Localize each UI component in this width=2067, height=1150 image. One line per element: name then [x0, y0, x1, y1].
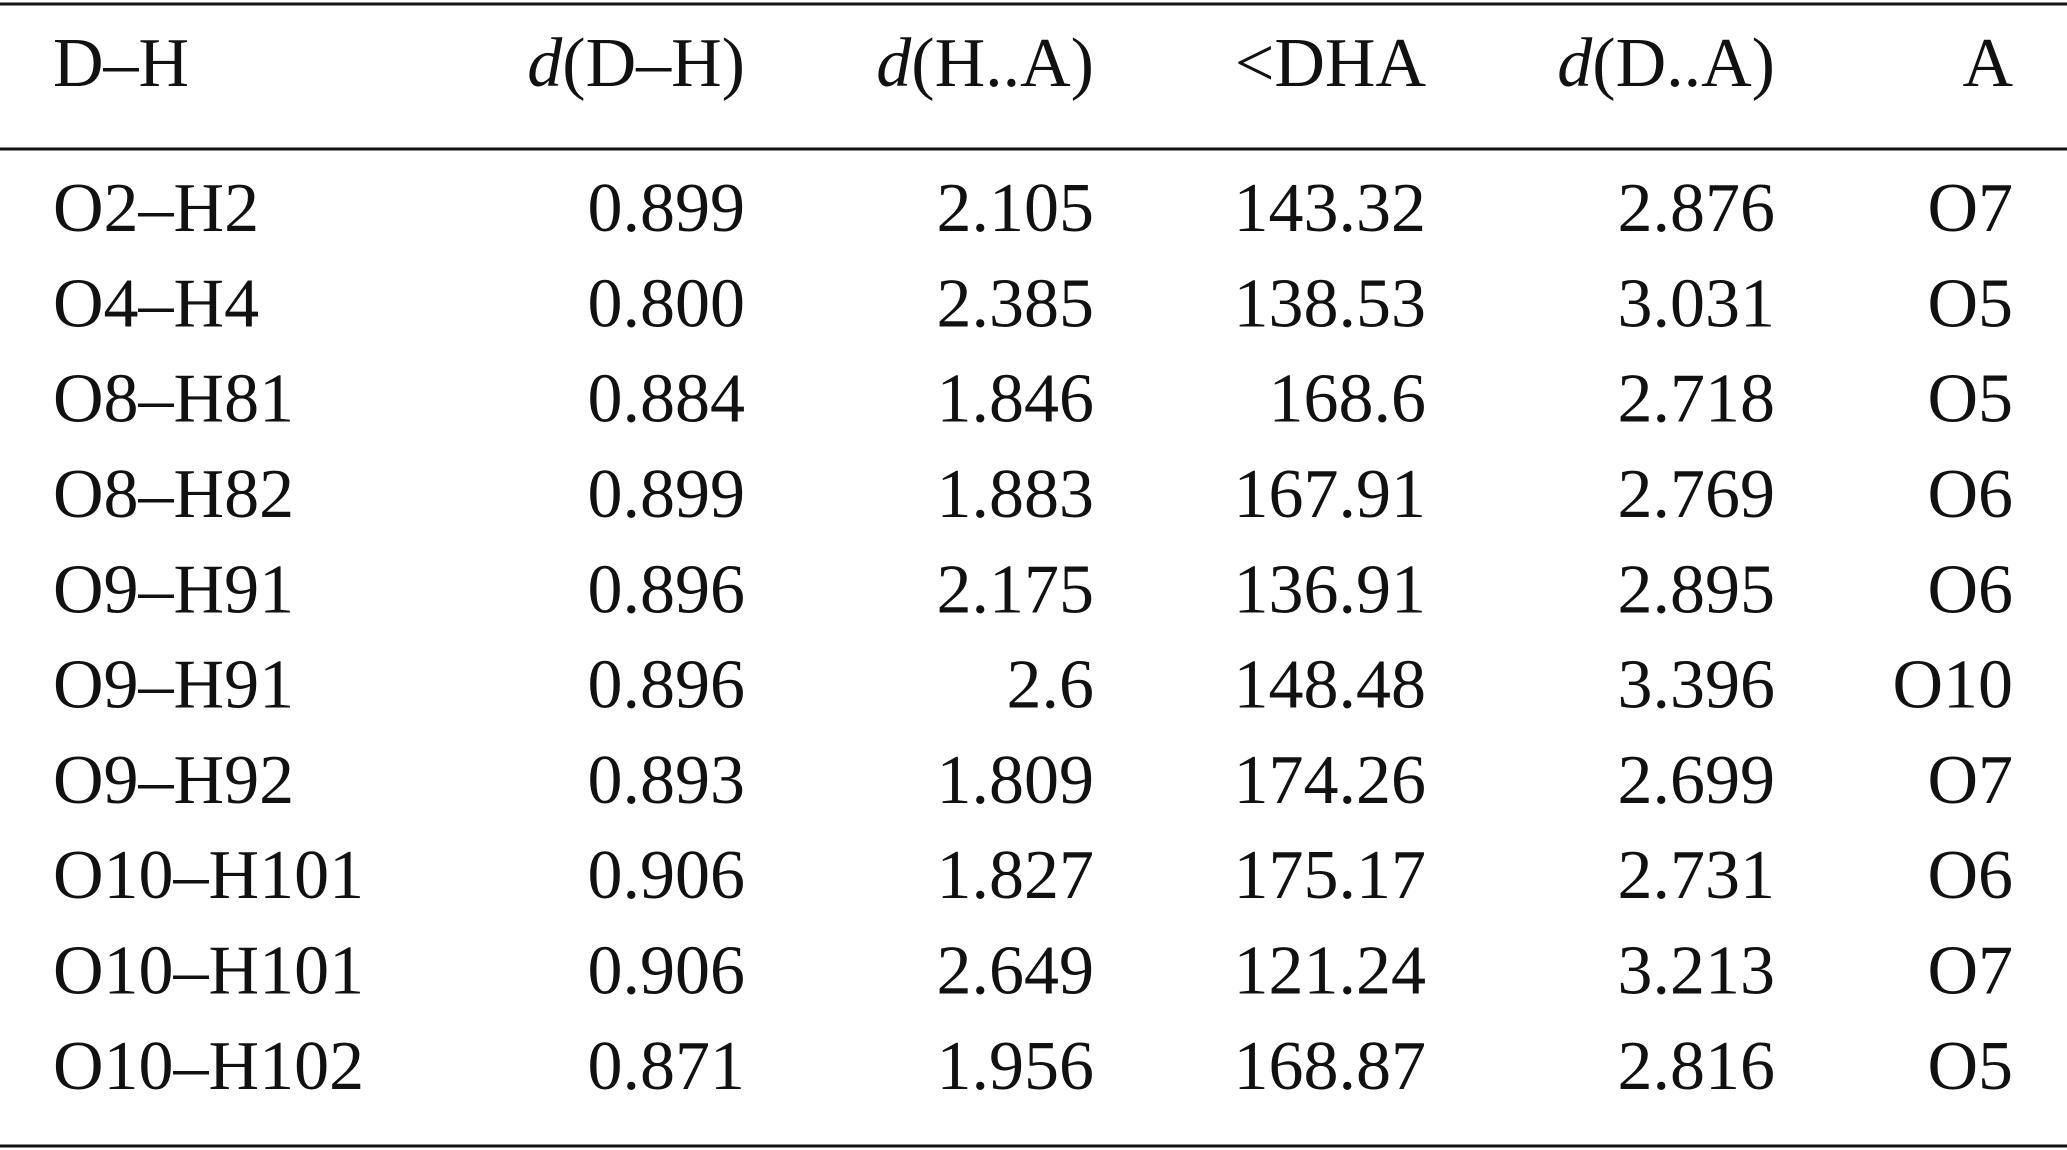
- header-italic: d: [876, 25, 912, 102]
- row-label: O9–H92: [53, 742, 294, 819]
- row-label: O2–H2: [53, 170, 259, 247]
- cell: O6: [1927, 456, 2013, 533]
- cell: O5: [1927, 361, 2013, 438]
- cell: O7: [1927, 170, 2013, 247]
- cell: 2.718: [1618, 361, 1776, 438]
- row-label: O4–H4: [53, 265, 259, 342]
- header-cell: d(D..A): [1557, 25, 1775, 102]
- header-text: (D..A): [1592, 25, 1775, 102]
- cell: 148.48: [1234, 647, 1427, 724]
- cell: 167.91: [1234, 456, 1427, 533]
- cell: 1.827: [937, 837, 1095, 914]
- cell: 3.396: [1618, 647, 1776, 724]
- cell: 2.649: [937, 932, 1095, 1009]
- cell: 2.699: [1618, 742, 1776, 819]
- cell: 0.899: [588, 170, 746, 247]
- cell: 0.884: [588, 361, 746, 438]
- header-cell: <DHA: [1235, 25, 1427, 102]
- cell: 2.175: [937, 551, 1095, 628]
- cell: 2.105: [937, 170, 1095, 247]
- cell: 0.893: [588, 742, 746, 819]
- cell: O10: [1892, 647, 2013, 724]
- cell: 175.17: [1234, 837, 1427, 914]
- cell: O7: [1927, 742, 2013, 819]
- cell: 168.87: [1234, 1028, 1427, 1105]
- row-label: O10–H102: [53, 1028, 364, 1105]
- header-text: <DHA: [1235, 25, 1427, 102]
- cell: O6: [1927, 837, 2013, 914]
- header-text: (D–H): [562, 25, 745, 102]
- cell: 0.906: [588, 932, 746, 1009]
- cell: 0.896: [588, 647, 746, 724]
- cell: 2.769: [1618, 456, 1776, 533]
- row-label: O8–H81: [53, 361, 294, 438]
- cell: 0.871: [588, 1028, 746, 1105]
- cell: 143.32: [1234, 170, 1427, 247]
- header-text: D–H: [53, 25, 189, 102]
- cell: 1.883: [937, 456, 1095, 533]
- cell: O6: [1927, 551, 2013, 628]
- header-text: (H..A): [911, 25, 1094, 102]
- cell: 1.809: [937, 742, 1095, 819]
- cell: 0.896: [588, 551, 746, 628]
- cell: 2.876: [1618, 170, 1776, 247]
- cell: 0.899: [588, 456, 746, 533]
- row-label: O8–H82: [53, 456, 294, 533]
- cell: 2.6: [1007, 647, 1095, 724]
- header-cell: d(H..A): [876, 25, 1094, 102]
- cell: 136.91: [1234, 551, 1427, 628]
- header-italic: d: [527, 25, 563, 102]
- cell: 121.24: [1234, 932, 1427, 1009]
- cell: 0.906: [588, 837, 746, 914]
- header-cell: D–H: [53, 25, 189, 102]
- cell: 0.800: [588, 265, 746, 342]
- header-cell: d(D–H): [527, 25, 745, 102]
- cell: 138.53: [1234, 265, 1427, 342]
- cell: 174.26: [1234, 742, 1427, 819]
- cell: O7: [1927, 932, 2013, 1009]
- cell: 3.031: [1618, 265, 1776, 342]
- row-label: O9–H91: [53, 647, 294, 724]
- cell: 2.731: [1618, 837, 1776, 914]
- header-cell: A: [1962, 25, 2013, 102]
- cell: 2.816: [1618, 1028, 1776, 1105]
- cell: 168.6: [1269, 361, 1427, 438]
- cell: 1.956: [937, 1028, 1095, 1105]
- cell: 2.895: [1618, 551, 1776, 628]
- cell: O5: [1927, 265, 2013, 342]
- row-label: O10–H101: [53, 837, 364, 914]
- cell: 3.213: [1618, 932, 1776, 1009]
- row-label: O9–H91: [53, 551, 294, 628]
- cell: O5: [1927, 1028, 2013, 1105]
- cell: 2.385: [937, 265, 1095, 342]
- cell: 1.846: [937, 361, 1095, 438]
- row-label: O10–H101: [53, 932, 364, 1009]
- header-text: A: [1962, 25, 2013, 102]
- header-italic: d: [1557, 25, 1593, 102]
